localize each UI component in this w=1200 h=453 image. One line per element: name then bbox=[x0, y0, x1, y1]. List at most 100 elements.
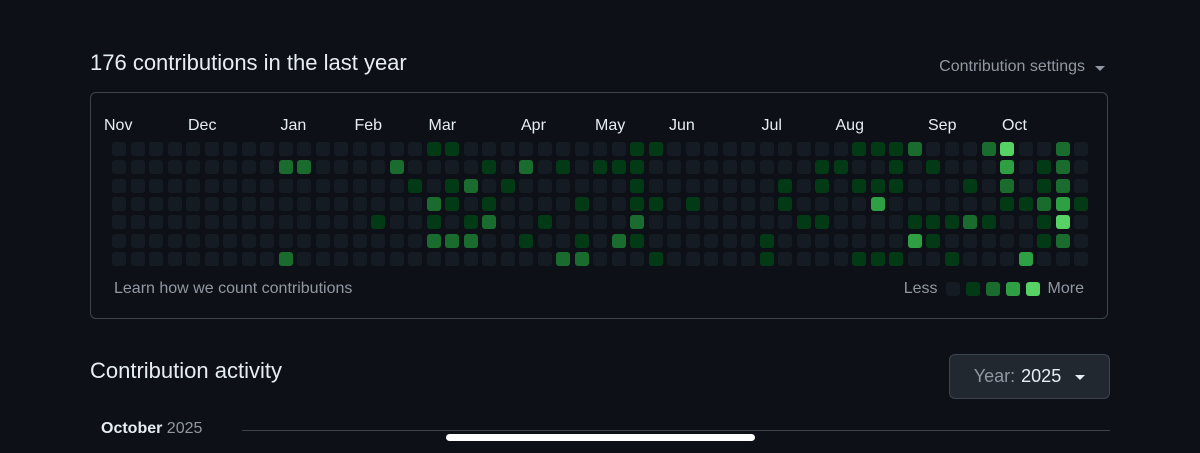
contribution-day[interactable] bbox=[204, 251, 219, 266]
contribution-day[interactable] bbox=[426, 178, 441, 193]
contribution-day[interactable] bbox=[778, 142, 792, 156]
contribution-day[interactable] bbox=[167, 196, 182, 211]
contribution-day[interactable] bbox=[186, 233, 200, 248]
contribution-day[interactable] bbox=[519, 251, 533, 266]
contribution-day[interactable] bbox=[926, 251, 940, 266]
contribution-day[interactable] bbox=[852, 233, 866, 248]
contribution-day[interactable] bbox=[759, 196, 774, 211]
contribution-day[interactable] bbox=[204, 196, 219, 211]
contribution-day[interactable] bbox=[870, 233, 885, 248]
contribution-day[interactable] bbox=[463, 215, 478, 230]
contribution-day[interactable] bbox=[149, 142, 163, 156]
contribution-day[interactable] bbox=[1055, 215, 1070, 230]
contribution-day[interactable] bbox=[297, 178, 311, 193]
contribution-day[interactable] bbox=[611, 178, 626, 193]
contribution-day[interactable] bbox=[722, 178, 737, 193]
contribution-day[interactable] bbox=[149, 196, 163, 211]
contribution-day[interactable] bbox=[667, 178, 681, 193]
contribution-day[interactable] bbox=[371, 160, 385, 175]
contribution-day[interactable] bbox=[778, 251, 792, 266]
contribution-day[interactable] bbox=[1000, 160, 1014, 175]
contribution-day[interactable] bbox=[648, 215, 663, 230]
contribution-day[interactable] bbox=[963, 142, 977, 156]
contribution-day[interactable] bbox=[297, 215, 311, 230]
contribution-day[interactable] bbox=[278, 196, 293, 211]
contribution-day[interactable] bbox=[611, 160, 626, 175]
contribution-day[interactable] bbox=[1000, 233, 1014, 248]
contribution-day[interactable] bbox=[426, 196, 441, 211]
contribution-day[interactable] bbox=[500, 251, 515, 266]
contribution-day[interactable] bbox=[500, 233, 515, 248]
contribution-day[interactable] bbox=[1000, 178, 1014, 193]
contribution-day[interactable] bbox=[926, 160, 940, 175]
contribution-day[interactable] bbox=[981, 233, 996, 248]
contribution-day[interactable] bbox=[759, 233, 774, 248]
contribution-day[interactable] bbox=[611, 251, 626, 266]
contribution-day[interactable] bbox=[278, 233, 293, 248]
contribution-day[interactable] bbox=[445, 142, 459, 156]
contribution-day[interactable] bbox=[223, 233, 237, 248]
contribution-day[interactable] bbox=[778, 233, 792, 248]
contribution-day[interactable] bbox=[778, 196, 792, 211]
contribution-day[interactable] bbox=[556, 178, 570, 193]
contribution-day[interactable] bbox=[722, 160, 737, 175]
contribution-day[interactable] bbox=[630, 233, 644, 248]
contribution-day[interactable] bbox=[833, 160, 848, 175]
contribution-day[interactable] bbox=[630, 160, 644, 175]
contribution-day[interactable] bbox=[112, 160, 126, 175]
contribution-day[interactable] bbox=[1055, 233, 1070, 248]
contribution-day[interactable] bbox=[204, 215, 219, 230]
contribution-day[interactable] bbox=[463, 178, 478, 193]
contribution-day[interactable] bbox=[537, 233, 552, 248]
contribution-day[interactable] bbox=[630, 215, 644, 230]
contribution-day[interactable] bbox=[944, 178, 959, 193]
contribution-day[interactable] bbox=[926, 142, 940, 156]
contribution-day[interactable] bbox=[445, 233, 459, 248]
contribution-day[interactable] bbox=[223, 160, 237, 175]
contribution-day[interactable] bbox=[741, 251, 755, 266]
contribution-day[interactable] bbox=[556, 142, 570, 156]
contribution-day[interactable] bbox=[315, 178, 330, 193]
contribution-day[interactable] bbox=[408, 215, 422, 230]
contribution-day[interactable] bbox=[759, 178, 774, 193]
contribution-day[interactable] bbox=[537, 160, 552, 175]
contribution-settings-dropdown[interactable]: Contribution settings bbox=[939, 58, 1105, 76]
contribution-day[interactable] bbox=[167, 178, 182, 193]
contribution-day[interactable] bbox=[334, 142, 348, 156]
contribution-day[interactable] bbox=[1000, 251, 1014, 266]
contribution-day[interactable] bbox=[593, 196, 607, 211]
contribution-day[interactable] bbox=[722, 233, 737, 248]
contribution-day[interactable] bbox=[685, 196, 700, 211]
contribution-day[interactable] bbox=[149, 215, 163, 230]
contribution-day[interactable] bbox=[796, 142, 811, 156]
contribution-day[interactable] bbox=[537, 178, 552, 193]
contribution-day[interactable] bbox=[241, 160, 256, 175]
contribution-day[interactable] bbox=[1074, 215, 1088, 230]
contribution-day[interactable] bbox=[260, 160, 274, 175]
contribution-day[interactable] bbox=[889, 160, 903, 175]
contribution-day[interactable] bbox=[815, 215, 829, 230]
contribution-day[interactable] bbox=[852, 142, 866, 156]
contribution-day[interactable] bbox=[907, 215, 922, 230]
contribution-day[interactable] bbox=[556, 160, 570, 175]
contribution-day[interactable] bbox=[833, 196, 848, 211]
learn-contributions-link[interactable]: Learn how we count contributions bbox=[114, 280, 353, 297]
contribution-day[interactable] bbox=[889, 178, 903, 193]
contribution-day[interactable] bbox=[186, 215, 200, 230]
contribution-day[interactable] bbox=[260, 215, 274, 230]
contribution-day[interactable] bbox=[352, 160, 367, 175]
contribution-day[interactable] bbox=[593, 251, 607, 266]
contribution-day[interactable] bbox=[482, 196, 496, 211]
contribution-day[interactable] bbox=[519, 196, 533, 211]
contribution-day[interactable] bbox=[241, 196, 256, 211]
contribution-day[interactable] bbox=[371, 215, 385, 230]
contribution-day[interactable] bbox=[482, 215, 496, 230]
contribution-day[interactable] bbox=[556, 196, 570, 211]
contribution-day[interactable] bbox=[500, 178, 515, 193]
contribution-day[interactable] bbox=[1037, 178, 1051, 193]
contribution-day[interactable] bbox=[1018, 142, 1033, 156]
contribution-day[interactable] bbox=[704, 215, 718, 230]
contribution-day[interactable] bbox=[278, 251, 293, 266]
contribution-day[interactable] bbox=[500, 142, 515, 156]
contribution-day[interactable] bbox=[704, 251, 718, 266]
